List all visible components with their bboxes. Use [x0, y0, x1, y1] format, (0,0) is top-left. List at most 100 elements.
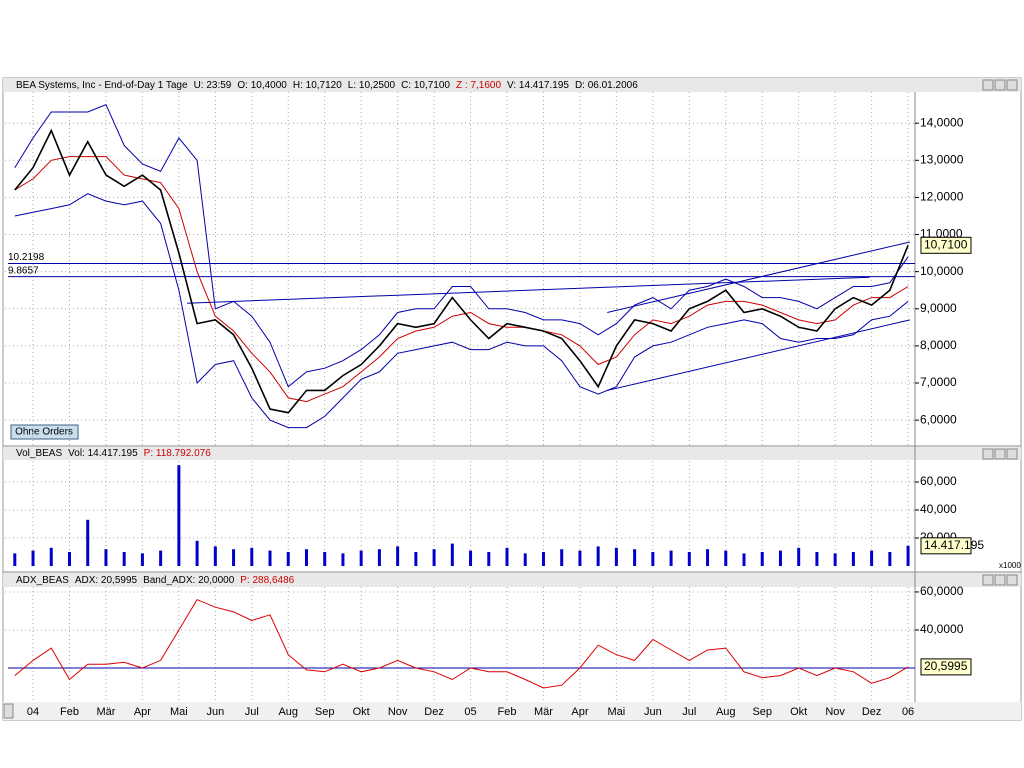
y-tick-label: 60,0000 [920, 584, 964, 598]
button-label[interactable]: Ohne Orders [15, 427, 73, 438]
trendline [187, 276, 870, 304]
volume-bar [414, 552, 418, 566]
volume-bar [86, 519, 90, 566]
x-tick-label: Jul [682, 706, 696, 718]
volume-bar [396, 546, 400, 566]
panel-header: ADX_BEAS ADX: 20,5995 Band_ADX: 20,0000 P: … [16, 575, 295, 586]
button-maximize[interactable] [994, 79, 1006, 91]
y-tick-label: 6,0000 [920, 412, 957, 426]
x-tick-label: Aug [278, 706, 298, 718]
volume-bar [122, 552, 126, 566]
volume-bar [13, 553, 17, 566]
y-tick-label: 60,000 [920, 474, 957, 488]
x-tick-label: Apr [134, 706, 151, 718]
x-tick-label: 04 [27, 706, 39, 718]
button-minimize[interactable] [982, 574, 994, 586]
unit-label: x1000 [999, 561, 1021, 570]
volume-bar [213, 546, 217, 566]
volume-bar [140, 553, 144, 566]
volume-bar [450, 543, 454, 566]
y-tick-label: 12,0000 [920, 190, 964, 204]
volume-bar [487, 552, 491, 566]
x-tick-label: 05 [464, 706, 476, 718]
panel-header: Vol_BEAS Vol: 14.417.195 P: 118.792.076 [16, 448, 211, 459]
y-tick-label: 9,0000 [920, 301, 957, 315]
header-info: Vol: 14.417.195 [68, 448, 138, 459]
volume-bar [778, 550, 782, 566]
level-label: 10.2198 [8, 252, 45, 263]
volume-bar [614, 547, 618, 566]
frame [2, 77, 1022, 721]
volume-bar [67, 552, 71, 566]
x-tick-label: Jun [644, 706, 662, 718]
x-tick-label: Mär [534, 706, 553, 718]
window-buttons[interactable] [3, 79, 1018, 719]
y-tick-label: 13,0000 [920, 152, 964, 166]
x-tick-label: Dez [862, 706, 882, 718]
header-info: V: 14.417.195 [507, 80, 569, 91]
button-minimize[interactable] [982, 79, 994, 91]
volume-bar [432, 549, 436, 566]
header-info: H: 10,7120 [293, 80, 342, 91]
button-minimize[interactable] [982, 448, 994, 460]
volume-bar [760, 552, 764, 566]
button-maximize[interactable] [994, 448, 1006, 460]
series-line [14, 128, 909, 414]
header-info: O: 10,4000 [237, 80, 287, 91]
button-close[interactable] [1006, 448, 1018, 460]
x-tick-label: Okt [353, 706, 370, 718]
volume-bar [523, 553, 527, 566]
last-value-label: 20,5995 [924, 659, 968, 673]
trendline [607, 319, 911, 391]
header-info: L: 10,2500 [348, 80, 396, 91]
x-tick-label: Mär [96, 706, 115, 718]
ohne-orders-button[interactable]: Ohne Orders [10, 424, 79, 440]
scroll-left[interactable] [3, 703, 14, 719]
volume-bar [724, 550, 728, 566]
header-info: ADX: 20,5995 [75, 575, 138, 586]
x-tick-label: Feb [60, 706, 79, 718]
volume-bar [870, 550, 874, 566]
series-line [14, 156, 909, 403]
volume-bar [742, 553, 746, 566]
volume-bar [669, 550, 673, 566]
button-close[interactable] [1006, 79, 1018, 91]
volume-bar [687, 552, 691, 566]
y-tick-label: 8,0000 [920, 338, 957, 352]
x-tick-label: Apr [571, 706, 588, 718]
last-value-label: 14.417.195 [924, 538, 984, 552]
header-title: Vol_BEAS [16, 448, 62, 459]
last-value-box [920, 236, 972, 254]
header-title: ADX_BEAS [16, 575, 69, 586]
x-tick-label: Nov [388, 706, 408, 718]
y-tick-label: 40,0000 [920, 622, 964, 636]
button-box[interactable] [10, 424, 79, 440]
volume-bar [633, 549, 637, 566]
button-maximize[interactable] [994, 574, 1006, 586]
series-line [14, 103, 909, 388]
x-tick-label: Sep [752, 706, 772, 718]
header-info: C: 10,7100 [401, 80, 450, 91]
volume-bar [377, 549, 381, 566]
button-close[interactable] [1006, 574, 1018, 586]
volume-bar [906, 545, 910, 566]
volume-bar [104, 549, 108, 566]
header-info: U: 23:59 [194, 80, 232, 91]
volume-header-bar [3, 447, 1021, 460]
series-line [14, 598, 909, 689]
volume-bar [541, 552, 545, 566]
volume-bar [159, 550, 163, 566]
last-value-box [920, 537, 972, 555]
last-value-box [920, 658, 972, 676]
header-highlight: P: 288,6486 [240, 575, 294, 586]
volume-bar [560, 549, 564, 566]
volume-bar [815, 552, 819, 566]
volume-bar [177, 465, 181, 566]
y-tick-label: 10,0000 [920, 264, 964, 278]
volume-bar [851, 552, 855, 566]
volume-bar [304, 549, 308, 566]
volume-bar [797, 547, 801, 566]
x-tick-label: Nov [825, 706, 845, 718]
